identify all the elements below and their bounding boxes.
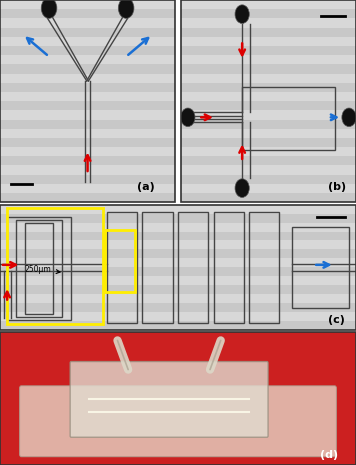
Bar — [181, 37, 356, 46]
Bar — [0, 55, 175, 64]
Bar — [0, 276, 356, 286]
Text: (d): (d) — [320, 451, 339, 460]
FancyBboxPatch shape — [20, 386, 336, 457]
Bar — [181, 19, 356, 27]
Bar — [0, 184, 175, 193]
Text: (c): (c) — [328, 315, 344, 325]
Bar — [107, 212, 137, 323]
Circle shape — [181, 108, 195, 126]
FancyBboxPatch shape — [70, 362, 268, 437]
Circle shape — [342, 108, 356, 126]
Bar — [7, 208, 103, 324]
Bar — [7, 217, 71, 320]
Bar — [0, 223, 356, 232]
Circle shape — [235, 179, 249, 198]
Bar — [181, 55, 356, 64]
Bar — [0, 294, 356, 303]
Bar — [181, 92, 356, 101]
Bar — [175, 0, 181, 202]
Bar — [0, 205, 356, 213]
Bar — [292, 227, 349, 307]
Bar — [0, 0, 175, 202]
Bar — [0, 73, 175, 83]
Bar — [0, 0, 175, 202]
Bar — [0, 205, 356, 330]
Bar — [0, 240, 356, 249]
Bar — [242, 87, 335, 150]
Bar — [181, 0, 356, 202]
Bar — [105, 230, 135, 292]
Bar — [0, 19, 175, 27]
Bar — [0, 166, 175, 175]
Bar — [16, 220, 62, 317]
Bar — [0, 129, 175, 138]
Circle shape — [41, 0, 57, 18]
Bar — [181, 184, 356, 193]
Bar — [25, 224, 53, 314]
Bar — [181, 110, 356, 120]
Bar — [0, 37, 175, 46]
Text: 250μm: 250μm — [25, 266, 60, 274]
Bar — [178, 212, 208, 323]
Bar — [214, 212, 244, 323]
Bar — [249, 212, 279, 323]
Bar — [0, 92, 175, 101]
Bar — [142, 212, 173, 323]
Bar — [181, 129, 356, 138]
Bar — [0, 205, 356, 330]
Circle shape — [235, 5, 249, 23]
Bar — [181, 0, 356, 202]
Bar — [0, 259, 356, 267]
Bar — [181, 0, 356, 9]
Bar — [0, 332, 356, 465]
Bar — [0, 332, 356, 465]
Bar — [181, 147, 356, 156]
Text: (a): (a) — [137, 182, 155, 192]
Bar — [0, 110, 175, 120]
Bar — [0, 312, 356, 321]
Bar — [0, 147, 175, 156]
Bar — [181, 166, 356, 175]
Text: (b): (b) — [328, 182, 346, 192]
Circle shape — [118, 0, 134, 18]
Bar — [181, 73, 356, 83]
Bar — [0, 0, 175, 9]
